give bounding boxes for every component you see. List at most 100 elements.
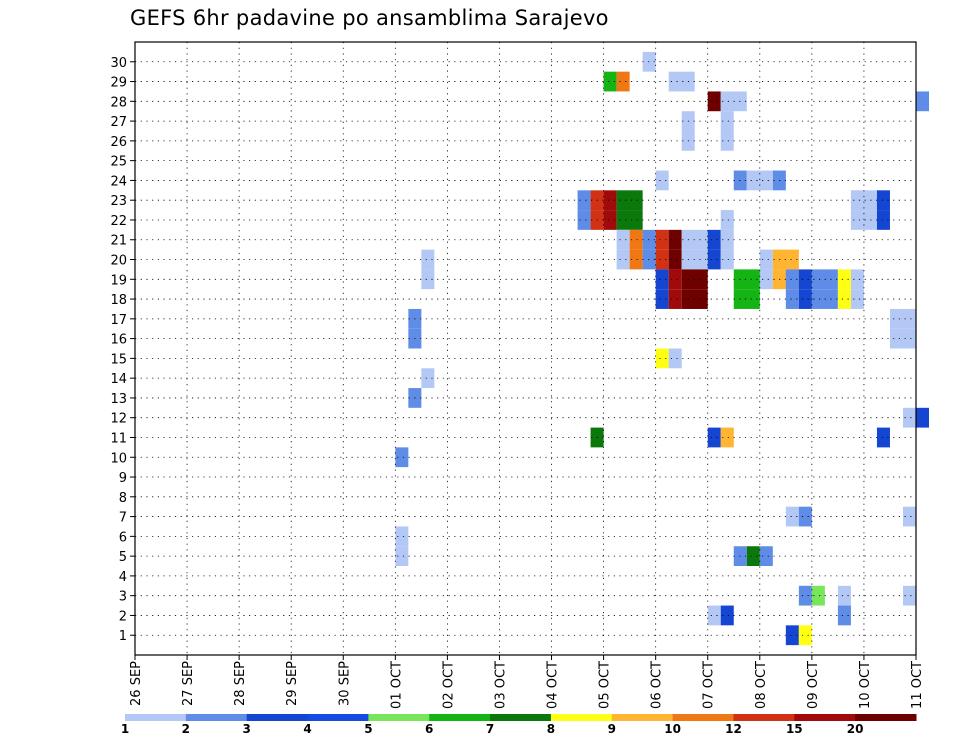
precip-cell <box>707 91 721 112</box>
x-tick-label: 26 SEP <box>129 661 144 706</box>
precip-cell <box>798 289 812 309</box>
colorbar-label: 10 <box>664 722 681 736</box>
precip-cell <box>798 269 812 290</box>
precip-cell <box>811 585 825 606</box>
precip-cell <box>707 605 721 626</box>
precip-cell <box>668 249 682 270</box>
precip-cell <box>850 190 877 211</box>
precip-cell <box>720 605 734 626</box>
precip-cell <box>668 348 682 369</box>
precip-cell <box>616 229 630 250</box>
precip-cell <box>655 348 669 369</box>
precip-cell <box>785 506 799 527</box>
precip-cell <box>746 546 760 567</box>
y-tick-label: 29 <box>110 76 127 91</box>
precip-cell <box>655 289 669 309</box>
precip-cell <box>876 427 890 448</box>
precip-cell <box>668 269 682 290</box>
precip-cell <box>850 289 864 309</box>
y-tick-label: 17 <box>110 313 127 328</box>
x-tick-label: 04 OCT <box>546 661 561 709</box>
precip-cell <box>720 130 734 151</box>
precip-cell <box>746 170 773 191</box>
precip-cell <box>707 427 721 448</box>
precip-cell <box>720 111 734 131</box>
precip-cell <box>837 269 851 290</box>
plot-frame <box>134 41 917 656</box>
precip-cell <box>889 328 916 349</box>
precip-cell <box>850 210 877 230</box>
colorbar-segment <box>550 714 613 721</box>
colorbar-segment <box>185 714 248 721</box>
precip-cell <box>616 210 643 230</box>
x-tick-label: 11 OCT <box>910 661 925 709</box>
colorbar-segment <box>246 714 309 721</box>
colorbar-label: 1 <box>121 722 129 736</box>
precip-cell <box>733 289 760 309</box>
y-tick-label: 22 <box>110 214 127 229</box>
colorbar-segment <box>733 714 795 721</box>
y-tick-label: 20 <box>110 254 127 269</box>
y-tick-label: 19 <box>110 273 127 288</box>
colorbar-segment <box>368 714 430 721</box>
colorbar-label: 3 <box>243 722 251 736</box>
y-tick-label: 6 <box>119 530 127 545</box>
precip-cell <box>655 269 669 290</box>
y-tick-label: 12 <box>110 412 127 427</box>
precip-cell <box>916 91 930 112</box>
x-tick-label: 02 OCT <box>441 661 456 709</box>
precip-cell <box>655 229 669 250</box>
x-tick-label: 30 SEP <box>337 661 352 706</box>
colorbar-segment <box>429 714 491 721</box>
colorbar-label: 12 <box>725 722 742 736</box>
precip-cell <box>668 71 695 92</box>
colorbar-label: 5 <box>364 722 372 736</box>
precip-cell <box>902 585 916 606</box>
colorbar-label: 8 <box>547 722 555 736</box>
x-tick-label: 03 OCT <box>493 661 508 709</box>
precip-cell <box>837 585 851 606</box>
x-tick-label: 10 OCT <box>858 661 873 709</box>
y-tick-label: 15 <box>110 352 127 367</box>
x-tick-label: 01 OCT <box>389 661 404 709</box>
y-tick-label: 8 <box>119 491 127 506</box>
precip-cell <box>668 289 682 309</box>
y-tick-label: 7 <box>119 511 127 526</box>
y-tick-label: 13 <box>110 392 127 407</box>
y-tick-label: 14 <box>110 372 127 387</box>
y-tick-label: 9 <box>119 471 127 486</box>
precip-cell <box>421 368 435 389</box>
precip-cell <box>577 190 591 211</box>
x-tick-label: 08 OCT <box>754 661 769 709</box>
precip-cell <box>720 249 734 270</box>
precip-cell <box>720 210 734 230</box>
precip-cell <box>421 249 435 270</box>
precip-cell <box>837 605 851 626</box>
precip-cell <box>850 269 864 290</box>
precip-cell <box>889 308 916 329</box>
precip-cell <box>603 210 617 230</box>
precip-cell <box>655 170 669 191</box>
precip-cell <box>837 289 851 309</box>
y-tick-label: 18 <box>110 293 127 308</box>
colorbar-label: 7 <box>486 722 494 736</box>
y-tick-label: 25 <box>110 155 127 170</box>
precip-cell <box>916 407 930 428</box>
y-tick-label: 30 <box>110 56 127 71</box>
y-tick-label: 11 <box>110 431 127 446</box>
x-tick-label: 06 OCT <box>650 661 665 709</box>
y-tick-label: 23 <box>110 194 127 209</box>
precip-cell <box>603 71 617 92</box>
precip-cell <box>707 229 721 250</box>
colorbar-label: 9 <box>608 722 616 736</box>
precip-cell <box>395 526 409 547</box>
precip-cell <box>759 269 773 290</box>
colorbar-label: 6 <box>425 722 433 736</box>
precip-cell <box>395 546 409 567</box>
precip-cell <box>759 546 773 567</box>
precip-cell <box>421 269 435 290</box>
colorbar-label: 4 <box>303 722 311 736</box>
y-tick-label: 4 <box>119 570 127 585</box>
precip-cell <box>707 249 721 270</box>
y-tick-label: 21 <box>110 234 127 249</box>
